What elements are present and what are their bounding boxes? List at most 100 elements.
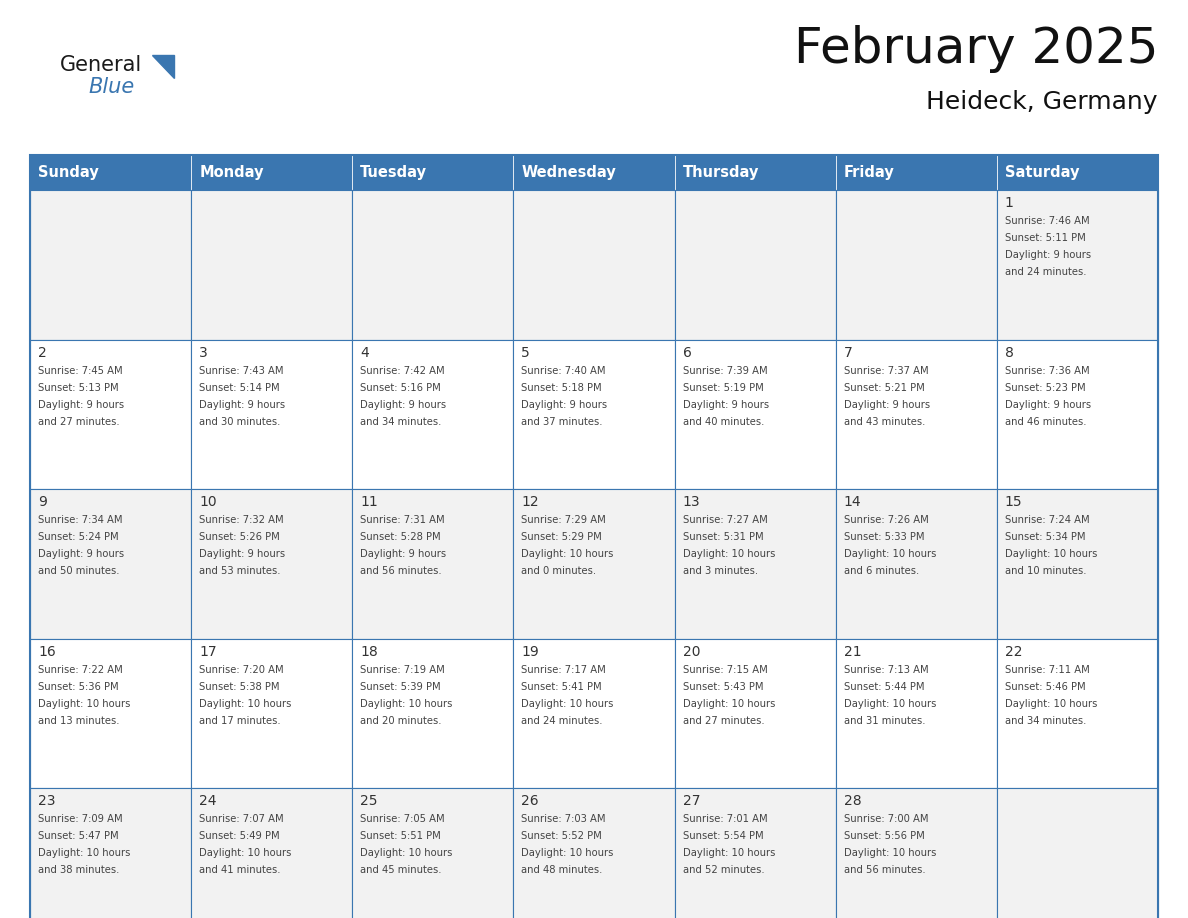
Bar <box>191 639 353 789</box>
Text: Sunset: 5:33 PM: Sunset: 5:33 PM <box>843 532 924 543</box>
Text: Tuesday: Tuesday <box>360 165 428 180</box>
Text: Sunset: 5:47 PM: Sunset: 5:47 PM <box>38 832 119 842</box>
Text: Daylight: 10 hours: Daylight: 10 hours <box>522 848 614 858</box>
Text: and 38 minutes.: and 38 minutes. <box>38 866 119 876</box>
Bar <box>997 155 1158 190</box>
Text: and 34 minutes.: and 34 minutes. <box>360 417 442 427</box>
Text: Sunset: 5:51 PM: Sunset: 5:51 PM <box>360 832 441 842</box>
Text: 24: 24 <box>200 794 216 809</box>
Text: Daylight: 9 hours: Daylight: 9 hours <box>200 549 285 559</box>
Text: 23: 23 <box>38 794 56 809</box>
Text: Daylight: 10 hours: Daylight: 10 hours <box>683 848 775 858</box>
Bar <box>30 789 191 918</box>
Text: 10: 10 <box>200 495 216 509</box>
Text: Sunday: Sunday <box>38 165 99 180</box>
Text: 6: 6 <box>683 345 691 360</box>
Text: and 45 minutes.: and 45 minutes. <box>360 866 442 876</box>
Bar <box>997 639 1158 789</box>
Text: Sunset: 5:46 PM: Sunset: 5:46 PM <box>1005 682 1086 692</box>
Text: February 2025: February 2025 <box>794 25 1158 73</box>
Bar <box>997 340 1158 489</box>
Text: and 43 minutes.: and 43 minutes. <box>843 417 925 427</box>
Text: Saturday: Saturday <box>1005 165 1080 180</box>
Text: Sunset: 5:23 PM: Sunset: 5:23 PM <box>1005 383 1086 393</box>
Text: Sunrise: 7:46 AM: Sunrise: 7:46 AM <box>1005 216 1089 226</box>
Text: Sunrise: 7:03 AM: Sunrise: 7:03 AM <box>522 814 606 824</box>
Text: Sunrise: 7:45 AM: Sunrise: 7:45 AM <box>38 365 122 375</box>
Text: 5: 5 <box>522 345 530 360</box>
Text: Sunset: 5:52 PM: Sunset: 5:52 PM <box>522 832 602 842</box>
Text: 8: 8 <box>1005 345 1013 360</box>
Text: 13: 13 <box>683 495 700 509</box>
Bar <box>997 789 1158 918</box>
Text: Sunset: 5:49 PM: Sunset: 5:49 PM <box>200 832 279 842</box>
Text: Sunrise: 7:19 AM: Sunrise: 7:19 AM <box>360 665 446 675</box>
Text: Sunset: 5:26 PM: Sunset: 5:26 PM <box>200 532 280 543</box>
Text: and 27 minutes.: and 27 minutes. <box>38 417 120 427</box>
Bar <box>191 340 353 489</box>
Text: Sunrise: 7:42 AM: Sunrise: 7:42 AM <box>360 365 446 375</box>
Text: and 10 minutes.: and 10 minutes. <box>1005 566 1086 577</box>
Text: Sunrise: 7:15 AM: Sunrise: 7:15 AM <box>683 665 767 675</box>
Bar <box>675 489 835 639</box>
Text: and 30 minutes.: and 30 minutes. <box>200 417 280 427</box>
Text: Sunset: 5:41 PM: Sunset: 5:41 PM <box>522 682 602 692</box>
Text: Daylight: 10 hours: Daylight: 10 hours <box>200 699 291 709</box>
Text: Daylight: 10 hours: Daylight: 10 hours <box>843 549 936 559</box>
Bar <box>30 155 191 190</box>
Bar <box>513 639 675 789</box>
Bar <box>675 190 835 340</box>
Bar <box>191 789 353 918</box>
Text: 2: 2 <box>38 345 46 360</box>
Text: Daylight: 10 hours: Daylight: 10 hours <box>38 699 131 709</box>
Text: Sunrise: 7:39 AM: Sunrise: 7:39 AM <box>683 365 767 375</box>
Text: Sunset: 5:21 PM: Sunset: 5:21 PM <box>843 383 924 393</box>
Bar <box>353 340 513 489</box>
Text: 12: 12 <box>522 495 539 509</box>
Text: Sunrise: 7:20 AM: Sunrise: 7:20 AM <box>200 665 284 675</box>
Text: Daylight: 10 hours: Daylight: 10 hours <box>843 699 936 709</box>
Text: 11: 11 <box>360 495 378 509</box>
Text: Sunset: 5:18 PM: Sunset: 5:18 PM <box>522 383 602 393</box>
Text: Sunset: 5:36 PM: Sunset: 5:36 PM <box>38 682 119 692</box>
Text: Sunrise: 7:05 AM: Sunrise: 7:05 AM <box>360 814 446 824</box>
Bar <box>191 489 353 639</box>
Bar <box>513 489 675 639</box>
Text: and 24 minutes.: and 24 minutes. <box>1005 267 1086 277</box>
Text: Daylight: 9 hours: Daylight: 9 hours <box>1005 250 1091 260</box>
Text: and 17 minutes.: and 17 minutes. <box>200 716 280 726</box>
Text: Daylight: 9 hours: Daylight: 9 hours <box>683 399 769 409</box>
Text: 1: 1 <box>1005 196 1013 210</box>
Text: Sunset: 5:24 PM: Sunset: 5:24 PM <box>38 532 119 543</box>
Bar <box>30 489 191 639</box>
Text: Sunset: 5:54 PM: Sunset: 5:54 PM <box>683 832 763 842</box>
Bar <box>835 190 997 340</box>
Text: Daylight: 10 hours: Daylight: 10 hours <box>360 699 453 709</box>
Text: Daylight: 9 hours: Daylight: 9 hours <box>38 399 124 409</box>
Text: Sunset: 5:29 PM: Sunset: 5:29 PM <box>522 532 602 543</box>
Text: Sunset: 5:56 PM: Sunset: 5:56 PM <box>843 832 924 842</box>
Bar <box>353 489 513 639</box>
Bar <box>835 639 997 789</box>
Text: Daylight: 9 hours: Daylight: 9 hours <box>843 399 930 409</box>
Text: Sunset: 5:14 PM: Sunset: 5:14 PM <box>200 383 279 393</box>
Text: Daylight: 10 hours: Daylight: 10 hours <box>360 848 453 858</box>
Text: Sunset: 5:31 PM: Sunset: 5:31 PM <box>683 532 763 543</box>
Text: 20: 20 <box>683 644 700 659</box>
Text: Sunrise: 7:32 AM: Sunrise: 7:32 AM <box>200 515 284 525</box>
Text: Sunrise: 7:27 AM: Sunrise: 7:27 AM <box>683 515 767 525</box>
Text: Sunrise: 7:07 AM: Sunrise: 7:07 AM <box>200 814 284 824</box>
Text: and 40 minutes.: and 40 minutes. <box>683 417 764 427</box>
Text: and 37 minutes.: and 37 minutes. <box>522 417 604 427</box>
Text: Sunrise: 7:13 AM: Sunrise: 7:13 AM <box>843 665 928 675</box>
Bar <box>513 155 675 190</box>
Bar <box>513 789 675 918</box>
Text: 16: 16 <box>38 644 56 659</box>
Text: 14: 14 <box>843 495 861 509</box>
Text: Daylight: 10 hours: Daylight: 10 hours <box>522 699 614 709</box>
Text: Sunrise: 7:11 AM: Sunrise: 7:11 AM <box>1005 665 1089 675</box>
Bar <box>675 340 835 489</box>
Text: and 41 minutes.: and 41 minutes. <box>200 866 280 876</box>
Polygon shape <box>152 55 173 78</box>
Text: Daylight: 10 hours: Daylight: 10 hours <box>683 549 775 559</box>
